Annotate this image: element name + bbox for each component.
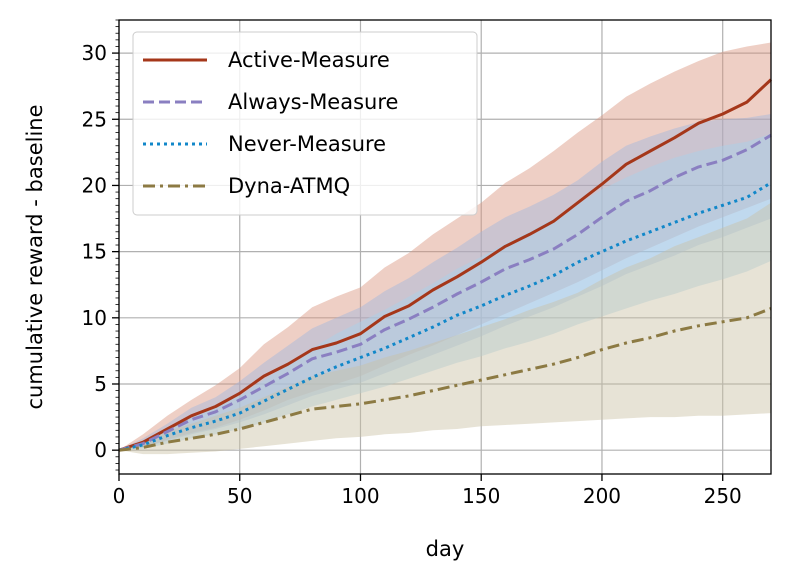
legend-label: Dyna-ATMQ [228, 174, 350, 198]
plot-frame [118, 19, 772, 475]
axis-ticks: 0 50 100 150 200 250 0 5 10 15 20 25 30 [82, 19, 742, 508]
y-tick-label: 25 [82, 107, 107, 131]
x-tick-label: 100 [341, 484, 379, 508]
x-axis-label: day [426, 537, 465, 561]
band-active-measure [119, 42, 771, 451]
x-tick-label: 200 [583, 484, 621, 508]
y-tick-label: 30 [82, 41, 107, 65]
x-tick-label: 0 [113, 484, 126, 508]
y-axis-label: cumulative reward - baseline [23, 104, 47, 409]
x-tick-label: 250 [704, 484, 742, 508]
band-dyna-atmq [119, 202, 771, 455]
x-tick-label: 50 [227, 484, 252, 508]
y-tick-label: 5 [94, 372, 107, 396]
x-tick-label: 150 [462, 484, 500, 508]
legend-label: Never-Measure [228, 132, 386, 156]
series-line-dyna-atmq [118, 307, 772, 452]
y-tick-label: 15 [82, 240, 107, 264]
legend-box [132, 31, 478, 216]
legend-label: Always-Measure [228, 90, 398, 114]
series-lines [118, 78, 773, 452]
y-tick-label: 10 [82, 306, 107, 330]
series-line-always-measure [118, 133, 772, 452]
legend-label: Active-Measure [228, 48, 390, 72]
series-line-active-measure [118, 78, 773, 452]
y-tick-label: 0 [94, 438, 107, 462]
legend: Active-Measure Always-Measure Never-Measur… [132, 31, 478, 216]
y-tick-label: 20 [82, 173, 107, 197]
series-line-never-measure [118, 181, 772, 452]
